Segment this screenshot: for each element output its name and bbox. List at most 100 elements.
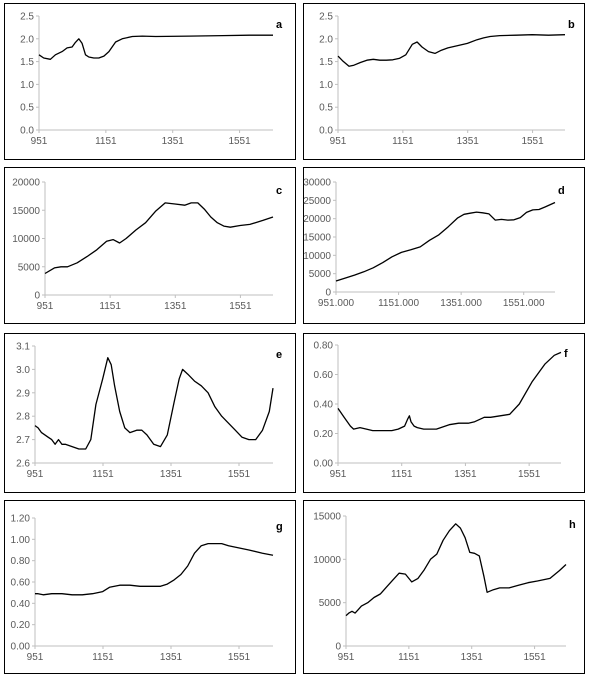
- x-tick-label: 951: [27, 652, 44, 663]
- x-tick-label: 1351: [160, 469, 183, 480]
- y-tick-label: 25000: [303, 196, 331, 207]
- chart-a: 0.0 0.5 1.0 1.5 2.0 2.5 951 1151 1351 1551 a: [20, 12, 283, 148]
- y-tick-label: 2.5: [319, 12, 333, 23]
- y-tick-label: 0.5: [319, 103, 333, 114]
- y-tick-label: 0.20: [11, 620, 31, 631]
- series-line-g: [35, 542, 274, 596]
- x-tick-label: 1351: [454, 469, 477, 480]
- x-tick-label: 951: [37, 301, 54, 312]
- y-tick-label: 3.1: [16, 342, 30, 353]
- panel-label-b: b: [568, 19, 575, 31]
- x-tick-label: 1151: [95, 136, 117, 147]
- x-tick-label: 1151: [398, 652, 420, 663]
- y-tick-label: 0.00: [11, 642, 31, 653]
- y-tick-label: 15000: [313, 512, 341, 523]
- chart-g: 0.00 0.20 0.40 0.60 0.80 1.00 1.20 951 1151 1351 1…: [11, 514, 283, 664]
- y-tick-label: 2.6: [16, 459, 30, 470]
- x-tick-label: 1351: [164, 301, 187, 312]
- y-tick-label: 5000: [18, 262, 41, 273]
- y-tick-label: 0.20: [314, 429, 334, 440]
- chart-panel-g: 0.00 0.20 0.40 0.60 0.80 1.00 1.20 951 1151 1351 1…: [4, 500, 296, 674]
- x-tick-label: 1551: [521, 136, 544, 147]
- panel-label-g: g: [276, 521, 283, 533]
- x-tick-label: 951: [338, 652, 355, 663]
- chart-panel-f: 0.00 0.20 0.40 0.60 0.80 951 1151 1351 1551 f: [303, 333, 585, 493]
- series-line-b: [337, 34, 566, 67]
- x-tick-label: 1351: [160, 652, 183, 663]
- chart-d: 0 5000 10000 15000 20000 25000 30000 951.000 115…: [303, 178, 565, 310]
- y-tick-label: 0.5: [20, 103, 34, 114]
- y-tick-label: 0: [325, 288, 331, 299]
- y-tick-label: 30000: [303, 178, 331, 189]
- y-tick-label: 2.9: [16, 388, 30, 399]
- x-tick-label: 1151: [92, 469, 114, 480]
- chart-panel-b: 0.0 0.5 1.0 1.5 2.0 2.5 951 1151 1351 1551 b: [303, 3, 585, 160]
- y-tick-label: 1.0: [20, 80, 34, 91]
- y-tick-label: 0.40: [314, 400, 334, 411]
- y-tick-label: 10000: [12, 234, 40, 245]
- series-line-f: [337, 351, 562, 432]
- chart-panel-c: 0 5000 10000 15000 20000 951 1151 1351 1551 c: [4, 167, 296, 324]
- y-tick-label: 2.5: [20, 12, 34, 23]
- y-tick-label: 15000: [303, 233, 331, 244]
- y-tick-label: 1.0: [319, 80, 333, 91]
- y-tick-label: 0.80: [314, 341, 334, 352]
- x-tick-label: 1551.000: [503, 298, 545, 309]
- chart-h: 0 5000 10000 15000 951 1151 1351 1551 h: [313, 512, 576, 664]
- y-tick-label: 0.00: [314, 459, 334, 470]
- series-line-a: [38, 34, 273, 60]
- y-tick-label: 2.8: [16, 412, 30, 423]
- chart-panel-h: 0 5000 10000 15000 951 1151 1351 1551 h: [303, 500, 585, 674]
- y-tick-label: 2.7: [16, 435, 30, 446]
- x-tick-label: 1151: [99, 301, 121, 312]
- panel-label-d: d: [558, 185, 565, 197]
- y-tick-label: 5000: [309, 269, 332, 280]
- x-tick-label: 1151: [92, 652, 114, 663]
- y-tick-label: 10000: [303, 251, 331, 262]
- series-line-d: [335, 201, 556, 282]
- x-tick-label: 951: [330, 136, 347, 147]
- series-line-e: [34, 357, 274, 450]
- x-tick-label: 1551: [228, 469, 251, 480]
- y-tick-label: 1.20: [11, 514, 31, 525]
- x-tick-label: 1551: [228, 652, 251, 663]
- panel-label-c: c: [276, 185, 282, 197]
- y-tick-label: 0.60: [11, 578, 31, 589]
- y-tick-label: 5000: [319, 598, 342, 609]
- chart-b: 0.0 0.5 1.0 1.5 2.0 2.5 951 1151 1351 1551 b: [319, 12, 575, 148]
- y-tick-label: 15000: [12, 206, 40, 217]
- x-tick-label: 1551: [518, 469, 541, 480]
- x-tick-label: 1551: [229, 301, 252, 312]
- y-tick-label: 0.40: [11, 599, 31, 610]
- y-tick-label: 0.60: [314, 370, 334, 381]
- panel-label-f: f: [564, 348, 568, 360]
- y-tick-label: 20000: [303, 214, 331, 225]
- chart-e: 2.6 2.7 2.8 2.9 3.0 3.1 951 1151 1351 1551 e: [16, 342, 282, 481]
- x-tick-label: 1151: [391, 469, 413, 480]
- y-tick-label: 2.0: [319, 34, 333, 45]
- y-tick-label: 3.0: [16, 365, 30, 376]
- y-tick-label: 1.00: [11, 535, 31, 546]
- x-tick-label: 951: [330, 469, 347, 480]
- chart-panel-d: 0 5000 10000 15000 20000 25000 30000 951.000 115…: [303, 167, 585, 324]
- y-tick-label: 2.0: [20, 34, 34, 45]
- x-tick-label: 1551: [228, 136, 251, 147]
- x-tick-label: 951.000: [318, 298, 355, 309]
- x-tick-label: 1151: [392, 136, 414, 147]
- panel-label-e: e: [276, 349, 282, 361]
- y-tick-label: 1.5: [319, 57, 333, 68]
- x-tick-label: 1351: [461, 652, 484, 663]
- y-tick-label: 20000: [12, 178, 40, 189]
- panel-label-a: a: [276, 19, 283, 31]
- y-tick-label: 0.0: [20, 126, 34, 137]
- x-tick-label: 1351.000: [440, 298, 482, 309]
- x-tick-label: 1151.000: [378, 298, 419, 309]
- y-tick-label: 0.80: [11, 556, 31, 567]
- series-line-c: [44, 202, 274, 275]
- y-tick-label: 0: [335, 642, 341, 653]
- y-tick-label: 0: [34, 291, 40, 302]
- chart-panel-e: 2.6 2.7 2.8 2.9 3.0 3.1 951 1151 1351 1551 e: [4, 333, 296, 493]
- chart-f: 0.00 0.20 0.40 0.60 0.80 951 1151 1351 1551 f: [314, 341, 568, 481]
- x-tick-label: 1351: [457, 136, 480, 147]
- panel-label-h: h: [569, 519, 576, 531]
